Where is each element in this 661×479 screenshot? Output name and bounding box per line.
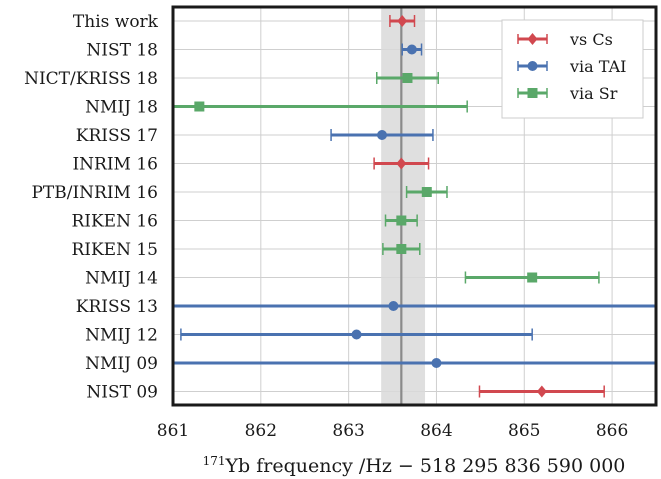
x-tick-label: 865 bbox=[508, 421, 540, 441]
data-point-0 bbox=[389, 15, 416, 27]
data-point-6 bbox=[405, 186, 448, 198]
data-marker bbox=[397, 15, 408, 27]
data-marker bbox=[396, 157, 407, 170]
data-marker bbox=[388, 301, 399, 311]
y-tick-label: NIST 09 bbox=[86, 383, 158, 403]
x-tick-label: 863 bbox=[332, 421, 364, 441]
legend-label: via Sr bbox=[569, 84, 618, 103]
data-point-7 bbox=[384, 214, 418, 227]
y-tick-label: NMIJ 12 bbox=[85, 326, 158, 346]
y-tick-label: KRISS 13 bbox=[76, 297, 158, 317]
data-marker bbox=[431, 358, 442, 368]
reference-band bbox=[381, 7, 426, 405]
y-tick-label: NIST 18 bbox=[86, 41, 158, 61]
y-tick-label: RIKEN 15 bbox=[71, 240, 158, 260]
x-tick-label: 861 bbox=[157, 421, 189, 441]
data-point-12 bbox=[173, 358, 656, 368]
data-marker bbox=[527, 272, 538, 283]
data-marker bbox=[377, 130, 388, 140]
y-tick-label: RIKEN 16 bbox=[71, 212, 158, 232]
y-tick-label: This work bbox=[73, 12, 159, 32]
data-point-5 bbox=[373, 157, 430, 170]
legend-item: via Sr bbox=[517, 84, 618, 103]
data-point-3 bbox=[173, 100, 468, 113]
y-tick-label: PTB/INRIM 16 bbox=[31, 183, 158, 203]
y-tick-label: NMIJ 18 bbox=[85, 98, 158, 118]
y-tick-label: NICT/KRISS 18 bbox=[24, 69, 158, 89]
legend-item: vs Cs bbox=[517, 30, 613, 49]
data-marker bbox=[396, 215, 407, 226]
data-marker bbox=[396, 244, 407, 254]
x-axis-label-text: Yb frequency /Hz − 518 295 836 590 000 bbox=[225, 455, 626, 477]
data-point-11 bbox=[180, 328, 533, 341]
data-point-4 bbox=[330, 129, 434, 141]
plot-frame bbox=[171, 5, 658, 407]
data-marker bbox=[351, 329, 362, 340]
legend-marker bbox=[527, 33, 538, 45]
data-point-9 bbox=[464, 271, 600, 284]
y-tick-label: INRIM 16 bbox=[72, 155, 158, 175]
legend-label: via TAI bbox=[569, 57, 626, 76]
data-marker bbox=[536, 385, 547, 398]
data-marker bbox=[421, 187, 432, 197]
data-point-1 bbox=[401, 43, 423, 56]
data-point-10 bbox=[173, 301, 656, 311]
data-marker bbox=[194, 101, 205, 112]
x-tick-label: 866 bbox=[596, 421, 628, 441]
data-point-13 bbox=[478, 385, 605, 398]
y-tick-label: NMIJ 09 bbox=[85, 354, 158, 374]
y-tick-label: KRISS 17 bbox=[76, 126, 158, 146]
x-tick-labels: 861 862 863 864 865 866 bbox=[157, 421, 629, 441]
legend-item: via TAI bbox=[517, 57, 626, 76]
legend-label: vs Cs bbox=[569, 30, 613, 49]
x-tick-label: 864 bbox=[420, 421, 452, 441]
legend-box bbox=[501, 19, 644, 119]
x-axis-label: 171Yb frequency /Hz − 518 295 836 590 00… bbox=[203, 454, 626, 477]
data-point-2 bbox=[375, 72, 439, 84]
data-marker bbox=[402, 73, 413, 83]
data-marker bbox=[406, 44, 417, 55]
y-tick-labels: This work NIST 18 NICT/KRISS 18 NMIJ 18 KRIS… bbox=[24, 12, 159, 403]
data-point-8 bbox=[382, 243, 421, 255]
legend-marker bbox=[527, 88, 538, 98]
x-tick-label: 862 bbox=[245, 421, 277, 441]
legend: vs Cs via TAI via Sr bbox=[501, 19, 644, 119]
legend-marker bbox=[527, 61, 538, 71]
x-axis-label-superscript: 171 bbox=[203, 454, 226, 468]
data-marks bbox=[173, 15, 656, 398]
y-tick-label: NMIJ 14 bbox=[85, 269, 158, 289]
